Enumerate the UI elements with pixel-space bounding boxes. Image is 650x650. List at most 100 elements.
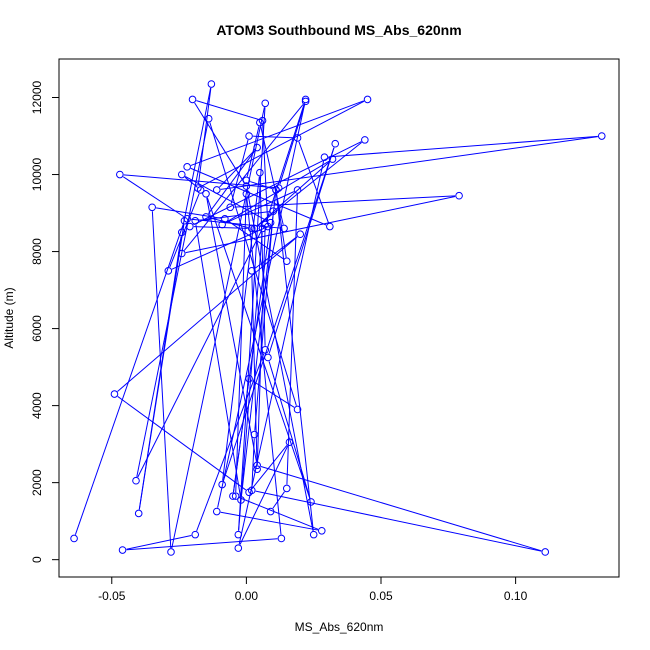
- data-point: [285, 438, 294, 447]
- series-segment: [286, 193, 298, 485]
- series-segment: [235, 197, 247, 493]
- x-tick-label: -0.05: [98, 589, 126, 603]
- series-segment: [206, 197, 257, 462]
- series-segment: [217, 103, 306, 508]
- data-point: [245, 488, 253, 497]
- data-point: [282, 484, 291, 493]
- data-point: [110, 390, 119, 398]
- series-segment: [268, 361, 311, 499]
- data-point: [293, 405, 302, 414]
- series-segment: [136, 122, 209, 477]
- data-point: [207, 80, 216, 88]
- data-point: [320, 153, 329, 162]
- data-point: [258, 116, 267, 125]
- data-point: [196, 186, 205, 194]
- data-point: [70, 534, 78, 543]
- data-point: [296, 230, 305, 239]
- data-point: [132, 476, 140, 485]
- data-point: [242, 176, 251, 185]
- series-segment: [272, 491, 285, 509]
- y-axis: 0 2000 4000 6000 8000 10000 12000: [30, 81, 60, 563]
- series-segment: [240, 193, 277, 497]
- series-segment: [254, 215, 274, 431]
- data-point: [258, 224, 267, 233]
- series-segment: [117, 396, 247, 491]
- series-segment: [194, 102, 245, 183]
- x-axis: -0.05 0.00 0.05 0.10: [98, 576, 528, 603]
- series-segment: [138, 236, 182, 510]
- data-point: [229, 492, 237, 500]
- data-point: [309, 530, 318, 539]
- x-axis-label: MS_Abs_620nm: [295, 620, 384, 634]
- data-point: [188, 95, 197, 104]
- y-axis-label: Altitude (m): [2, 287, 16, 348]
- series-segment: [182, 87, 212, 229]
- y-tick-label: 12000: [30, 81, 44, 115]
- series-segment: [126, 534, 192, 550]
- series-segment: [197, 87, 212, 185]
- series-segment: [252, 380, 295, 408]
- y-tick-label: 10000: [30, 158, 44, 192]
- series-segment: [74, 224, 184, 535]
- data-point: [183, 215, 191, 223]
- series-segment: [238, 107, 266, 531]
- data-point: [247, 224, 256, 233]
- data-point: [256, 168, 264, 177]
- series-segment: [196, 353, 265, 532]
- data-point: [167, 548, 175, 556]
- data-point: [250, 224, 259, 233]
- x-tick-label: 0.00: [235, 589, 259, 603]
- data-point: [183, 163, 191, 171]
- series-segment: [259, 176, 266, 346]
- data-point: [242, 182, 251, 190]
- series-segment: [190, 167, 327, 226]
- y-tick-label: 2000: [30, 469, 44, 496]
- series-segment: [137, 231, 262, 478]
- series-segment: [222, 176, 260, 481]
- data-point: [361, 136, 369, 144]
- series-segment: [220, 511, 318, 531]
- data-point: [293, 186, 302, 194]
- y-tick-label: 6000: [30, 315, 44, 342]
- series-segment: [298, 141, 329, 223]
- data-point: [326, 222, 334, 231]
- data-point: [277, 534, 286, 543]
- data-point: [202, 189, 210, 198]
- x-tick-label: 0.05: [369, 589, 393, 603]
- data-point: [237, 496, 245, 504]
- data-point: [317, 526, 326, 535]
- data-point: [261, 99, 270, 108]
- data-point: [250, 430, 259, 439]
- series-segment: [222, 147, 335, 481]
- data-point: [269, 207, 278, 215]
- series-segment: [253, 135, 294, 139]
- data-point: [148, 203, 156, 212]
- data-point: [234, 530, 243, 539]
- data-point: [164, 267, 173, 275]
- data-point: [242, 189, 251, 198]
- data-point: [266, 507, 275, 516]
- series-segment: [196, 100, 259, 120]
- data-point: [218, 220, 226, 229]
- data-point: [204, 114, 213, 123]
- data-point: [331, 139, 340, 148]
- series-segment: [239, 445, 289, 545]
- series-segment: [227, 220, 284, 260]
- data-point: [301, 95, 310, 104]
- data-point: [261, 345, 270, 354]
- data-point: [134, 509, 143, 518]
- series-segment: [251, 274, 258, 466]
- data-point: [191, 216, 200, 225]
- series-segment: [246, 197, 282, 535]
- data-point: [186, 222, 194, 231]
- data-point: [541, 548, 550, 556]
- data-point: [245, 132, 253, 140]
- data-point: [212, 186, 221, 194]
- y-tick-label: 8000: [30, 238, 44, 265]
- series-segment: [171, 107, 265, 549]
- data-point: [231, 492, 240, 500]
- series-segment: [257, 141, 363, 227]
- series-segment: [220, 136, 598, 190]
- data-point: [272, 186, 280, 194]
